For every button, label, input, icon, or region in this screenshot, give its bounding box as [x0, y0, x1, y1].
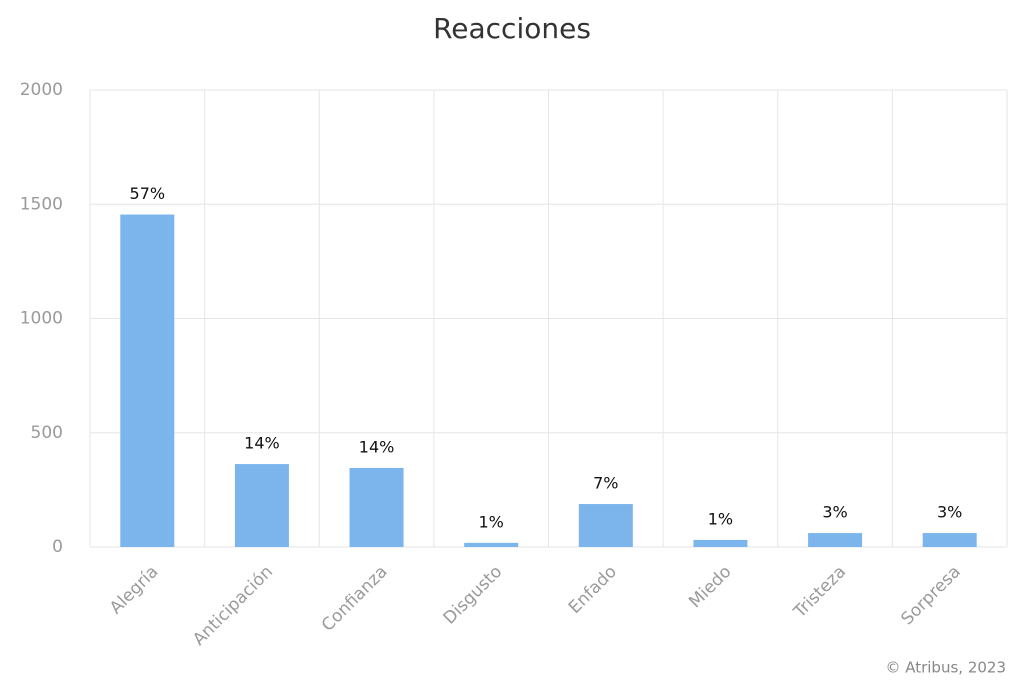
bar	[464, 542, 519, 547]
bar	[120, 214, 175, 547]
y-tick-label: 500	[31, 423, 63, 443]
bar	[234, 464, 289, 547]
value-label: 3%	[937, 503, 962, 522]
x-tick-label: Enfado	[565, 562, 621, 618]
bar	[808, 533, 863, 547]
value-label: 7%	[593, 474, 618, 493]
value-label: 57%	[130, 184, 166, 203]
x-tick-label: Tristeza	[789, 562, 850, 623]
x-tick-label: Sorpresa	[897, 562, 964, 629]
bar	[349, 467, 404, 547]
credits: © Atribus, 2023	[885, 659, 1006, 677]
bar	[693, 539, 748, 547]
y-tick-label: 1500	[20, 194, 63, 214]
bar	[922, 533, 977, 547]
x-tick-label: Anticipación	[189, 562, 277, 650]
chart-title: Reacciones	[433, 12, 591, 45]
value-label: 14%	[244, 434, 280, 453]
value-label: 1%	[478, 512, 503, 531]
x-tick-label: Disgusto	[440, 562, 507, 629]
x-tick-label: Miedo	[685, 562, 735, 612]
y-tick-label: 0	[52, 537, 63, 557]
y-tick-label: 1000	[20, 309, 63, 329]
x-tick-label: Confianza	[318, 562, 392, 636]
value-label: 1%	[708, 509, 733, 528]
value-label: 3%	[822, 503, 847, 522]
value-label: 14%	[359, 437, 395, 456]
x-tick-label: Alegría	[106, 562, 162, 618]
bar	[578, 504, 633, 547]
y-tick-label: 2000	[20, 80, 63, 100]
